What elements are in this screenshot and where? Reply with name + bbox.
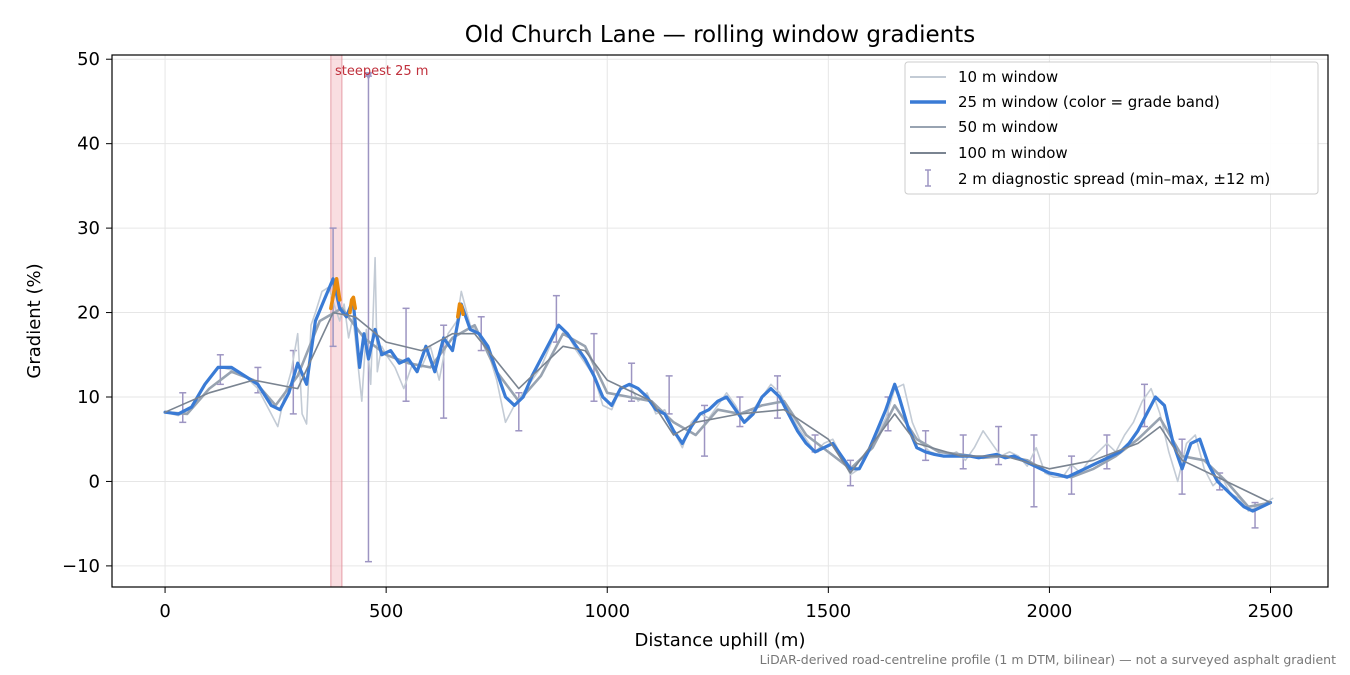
- steep-segment: [348, 295, 357, 315]
- steep-segment: [329, 277, 342, 311]
- chart-title: Old Church Lane — rolling window gradien…: [465, 22, 975, 48]
- legend-label-w100: 100 m window: [958, 144, 1068, 162]
- legend-swatch-spread: [925, 169, 931, 187]
- series-lines: [163, 72, 1274, 513]
- series-line-w25: [163, 277, 1273, 513]
- footnote: LiDAR-derived road-centreline profile (1…: [760, 652, 1336, 667]
- legend-label-w25: 25 m window (color = grade band): [958, 93, 1220, 111]
- y-tick-label: 50: [77, 49, 100, 70]
- y-tick-label: 30: [77, 218, 100, 239]
- legend-label-spread: 2 m diagnostic spread (min–max, ±12 m): [958, 170, 1270, 188]
- plot-frame: [111, 54, 1329, 588]
- legend-box: [904, 61, 1319, 195]
- x-tick-label: 0: [159, 601, 170, 622]
- x-axis-label: Distance uphill (m): [635, 630, 806, 651]
- y-axis-label: Gradient (%): [24, 263, 45, 378]
- x-tick-label: 1500: [805, 601, 851, 622]
- spread-outlier-marker: [364, 72, 373, 81]
- legend-label-w50: 50 m window: [958, 118, 1058, 136]
- steep-segment: [456, 302, 465, 319]
- legend: 10 m window 25 m window (color = grade b…: [904, 61, 1319, 195]
- x-tick-label: 2500: [1248, 601, 1294, 622]
- x-tick-label: 500: [369, 601, 403, 622]
- series-line-w50: [163, 307, 1272, 509]
- series-line-w100: [164, 311, 1272, 504]
- y-tick-label: 40: [77, 134, 100, 155]
- y-tick-label: 10: [77, 387, 100, 408]
- y-tick-label: 20: [77, 303, 100, 324]
- x-tick-label: 1000: [584, 601, 630, 622]
- steepest-annotation: steepest 25 m: [335, 64, 428, 79]
- axis-ticks: 0 500 1000 1500 2000 2500 −10 0 10 20 30 40 50: [62, 49, 1293, 622]
- y-tick-label: −10: [62, 556, 100, 577]
- legend-label-w10: 10 m window: [958, 68, 1058, 86]
- x-tick-label: 2000: [1027, 601, 1073, 622]
- y-tick-label: 0: [89, 471, 100, 492]
